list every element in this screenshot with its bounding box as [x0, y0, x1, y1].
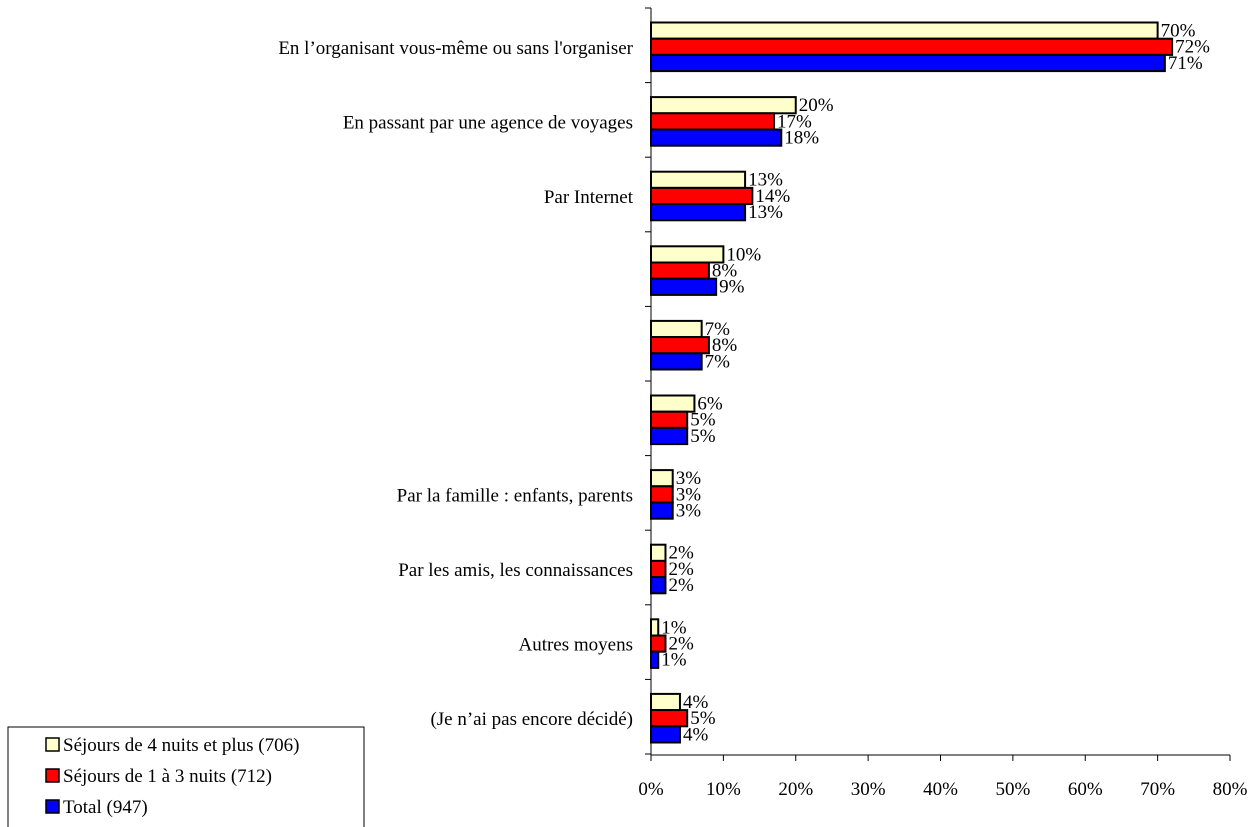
data-label: 4%: [683, 724, 709, 745]
bar: [650, 53, 1166, 73]
x-tick-label: 0%: [638, 779, 664, 800]
data-label: 13%: [748, 170, 783, 191]
bar: [650, 618, 660, 637]
data-label: 2%: [668, 634, 694, 655]
x-tick-label: 60%: [1068, 779, 1103, 800]
bar: [650, 426, 689, 446]
legend: Séjours de 4 nuits et plus (706) Séjours …: [7, 726, 365, 827]
data-label: 13%: [748, 202, 783, 223]
bar: [650, 319, 703, 339]
data-label: 18%: [784, 128, 819, 149]
data-label: 72%: [1175, 37, 1210, 58]
data-label: 3%: [676, 468, 702, 489]
x-tick-label: 30%: [851, 779, 886, 800]
data-label: 14%: [755, 186, 790, 207]
data-label: 9%: [719, 277, 745, 298]
data-label: 2%: [668, 575, 694, 596]
data-label: 5%: [690, 708, 716, 729]
plot-area: En l’organisant vous-même ou sans l'orga…: [278, 7, 1248, 800]
legend-swatch: [45, 799, 60, 814]
data-label: 71%: [1168, 53, 1203, 74]
data-label: 5%: [690, 426, 716, 447]
bar: [650, 709, 689, 728]
bar: [650, 96, 797, 115]
category-label: Autres moyens: [518, 635, 633, 656]
x-tick-label: 40%: [923, 779, 958, 800]
bar: [650, 21, 1159, 40]
legend-label: Séjours de 1 à 3 nuits (712): [63, 766, 272, 787]
x-tick-label: 50%: [995, 779, 1030, 800]
bar: [650, 186, 754, 206]
bar: [650, 469, 674, 488]
data-label: 70%: [1161, 21, 1196, 42]
data-label: 3%: [676, 501, 702, 522]
data-label: 1%: [661, 650, 687, 671]
legend-box: [7, 726, 365, 827]
data-label: 7%: [705, 319, 731, 340]
x-tick-label: 20%: [778, 779, 813, 800]
bar: [650, 394, 696, 413]
bar: [650, 261, 710, 280]
data-label: 7%: [705, 351, 731, 372]
data-label: 10%: [726, 244, 761, 265]
data-label: 2%: [668, 543, 694, 564]
bar: [650, 37, 1174, 56]
category-label: Par les amis, les connaissances: [398, 560, 633, 581]
data-label: 5%: [690, 410, 716, 431]
x-tick-label: 80%: [1213, 779, 1248, 800]
bar: [650, 112, 776, 131]
bar: [650, 170, 747, 189]
bar: [650, 650, 660, 669]
data-label: 20%: [799, 95, 834, 116]
bar: [650, 352, 703, 371]
data-label: 2%: [668, 559, 694, 580]
data-label: 4%: [683, 692, 709, 713]
legend-label: Séjours de 4 nuits et plus (706): [63, 735, 299, 756]
bar: [650, 336, 710, 355]
data-label: 1%: [661, 617, 687, 638]
bar: [650, 543, 667, 562]
category-label: En passant par une agence de voyages: [343, 112, 633, 133]
bar: [650, 485, 674, 504]
data-label: 6%: [697, 394, 723, 415]
data-label: 8%: [712, 261, 738, 282]
bar: [650, 559, 667, 579]
bar: [650, 128, 783, 147]
category-label: (Je n’ai pas encore décidé): [430, 709, 633, 730]
bar: [650, 410, 689, 429]
data-label: 8%: [712, 335, 738, 356]
bar: [650, 501, 674, 520]
data-label: 3%: [676, 484, 702, 505]
bar: [650, 277, 718, 296]
data-label: 17%: [777, 111, 812, 132]
legend-label: Total (947): [63, 797, 148, 818]
bar: [650, 203, 747, 222]
category-label: Par Internet: [544, 187, 634, 208]
x-tick-label: 70%: [1140, 779, 1175, 800]
bar: [650, 692, 681, 712]
bar: [650, 576, 667, 595]
bar: [650, 725, 681, 744]
category-label: En l’organisant vous-même ou sans l'orga…: [278, 38, 633, 59]
legend-swatch: [45, 768, 60, 783]
category-label: Par la famille : enfants, parents: [397, 485, 633, 506]
x-tick-label: 10%: [706, 779, 741, 800]
legend-swatch: [45, 737, 60, 752]
